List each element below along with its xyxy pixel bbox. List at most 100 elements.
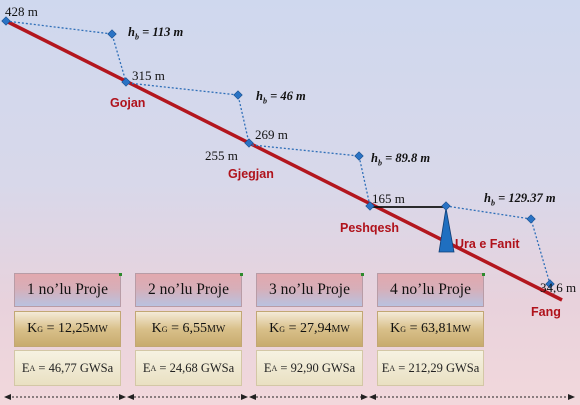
marker-428: [1, 16, 11, 26]
place-gjegjan: Gjegjan: [228, 167, 274, 181]
energy-value: = 92,90 GWSa: [280, 360, 356, 375]
power-symbol: K: [390, 321, 401, 336]
project-title-text: 1 no’lu Proje: [27, 281, 108, 298]
power-value: = 27,94: [288, 321, 332, 336]
elevation-315: 315 m: [132, 68, 165, 83]
energy-value: = 24,68 GWSa: [159, 360, 235, 375]
marker-315: [121, 77, 131, 87]
marker-intake-4: [526, 214, 536, 224]
power-symbol: K: [151, 321, 162, 336]
energy-subscript: A: [150, 363, 157, 373]
place-gojan: Gojan: [110, 96, 146, 110]
power-value: = 63,81: [409, 321, 453, 336]
head-subscript: b: [490, 198, 495, 208]
power-value: = 12,25: [46, 321, 90, 336]
head-value: = 89.8 m: [385, 151, 431, 165]
project-title-text: 4 no’lu Proje: [390, 281, 471, 298]
marker-dam-crest: [441, 201, 451, 211]
head-value: = 113 m: [142, 25, 184, 39]
box-corner-mark: [482, 273, 485, 276]
arrow-head: [249, 394, 256, 400]
head-symbol: h: [128, 25, 135, 39]
energy-subscript: A: [389, 363, 396, 373]
marker-346: [545, 279, 555, 289]
scheme-1-path: [5, 20, 127, 83]
place-ura-e-fanit: Ura e Fanit: [455, 237, 520, 251]
head-value: = 46 m: [270, 89, 306, 103]
energy-value: = 46,77 GWSa: [38, 360, 114, 375]
power-symbol: K: [27, 321, 38, 336]
project-title-text: 2 no’lu Proje: [148, 281, 229, 298]
power-subscript: G: [400, 324, 407, 334]
head-symbol: h: [484, 191, 491, 205]
head-symbol: h: [256, 89, 263, 103]
arrow-head: [127, 394, 134, 400]
power-value: = 6,55: [171, 321, 207, 336]
energy-symbol: E: [263, 360, 272, 375]
power-unit: MW: [89, 323, 108, 335]
head-label-2: hb = 46 m: [256, 90, 306, 106]
marker-intake-2: [233, 90, 243, 100]
marker-165: [365, 201, 375, 211]
elevation-269: 269 m: [255, 127, 288, 142]
arrow-head: [241, 394, 248, 400]
head-symbol: h: [371, 151, 378, 165]
energy-subscript: A: [29, 363, 36, 373]
project-1-title: 1 no’lu Proje: [14, 273, 121, 307]
energy-symbol: E: [381, 360, 390, 375]
place-peshqesh: Peshqesh: [340, 221, 400, 235]
project-4-title: 4 no’lu Proje: [377, 273, 484, 307]
project-title-text: 3 no’lu Proje: [269, 281, 350, 298]
marker-intake-1: [107, 29, 117, 39]
marker-intake-3: [354, 151, 364, 161]
power-subscript: G: [37, 324, 44, 334]
scheme-2-path: [127, 82, 250, 144]
power-unit: MW: [206, 323, 226, 335]
dam-triangle: [438, 207, 455, 253]
head-subscript: b: [377, 158, 382, 168]
energy-symbol: E: [21, 360, 30, 375]
energy-symbol: E: [142, 360, 151, 375]
head-label-3: hb = 89.8 m: [371, 152, 430, 168]
head-subscript: b: [134, 32, 139, 42]
power-subscript: G: [161, 324, 168, 334]
power-subscript: G: [279, 324, 286, 334]
box-corner-mark: [361, 273, 364, 276]
diamond-markers: [1, 16, 555, 289]
arrow-head: [119, 394, 126, 400]
place-fang: Fang: [531, 305, 561, 319]
arrow-head: [369, 394, 376, 400]
arrow-head: [361, 394, 368, 400]
elevation-165: 165 m: [372, 191, 405, 206]
elevation-428: 428 m: [5, 4, 38, 19]
elevation-34-6: 34,6 m: [540, 280, 577, 295]
river-profile-line: [5, 19, 563, 302]
energy-value: = 212,29 GWSa: [398, 360, 480, 375]
head-label-1: hb = 113 m: [128, 26, 183, 42]
project-3-title: 3 no’lu Proje: [256, 273, 363, 307]
elevation-255: 255 m: [205, 148, 238, 163]
head-subscript: b: [262, 96, 267, 106]
box-corner-mark: [240, 273, 243, 276]
arrow-head: [568, 394, 575, 400]
marker-269: [244, 138, 254, 148]
head-value: = 129.37 m: [498, 191, 556, 205]
box-corner-mark: [119, 273, 122, 276]
energy-subscript: A: [271, 363, 278, 373]
power-unit: MW: [452, 323, 471, 335]
power-unit: MW: [331, 323, 350, 335]
arrow-head: [4, 394, 11, 400]
scheme-3-path: [251, 144, 371, 207]
arrow-heads: [4, 394, 575, 400]
head-label-4: hb = 129.37 m: [484, 192, 556, 208]
